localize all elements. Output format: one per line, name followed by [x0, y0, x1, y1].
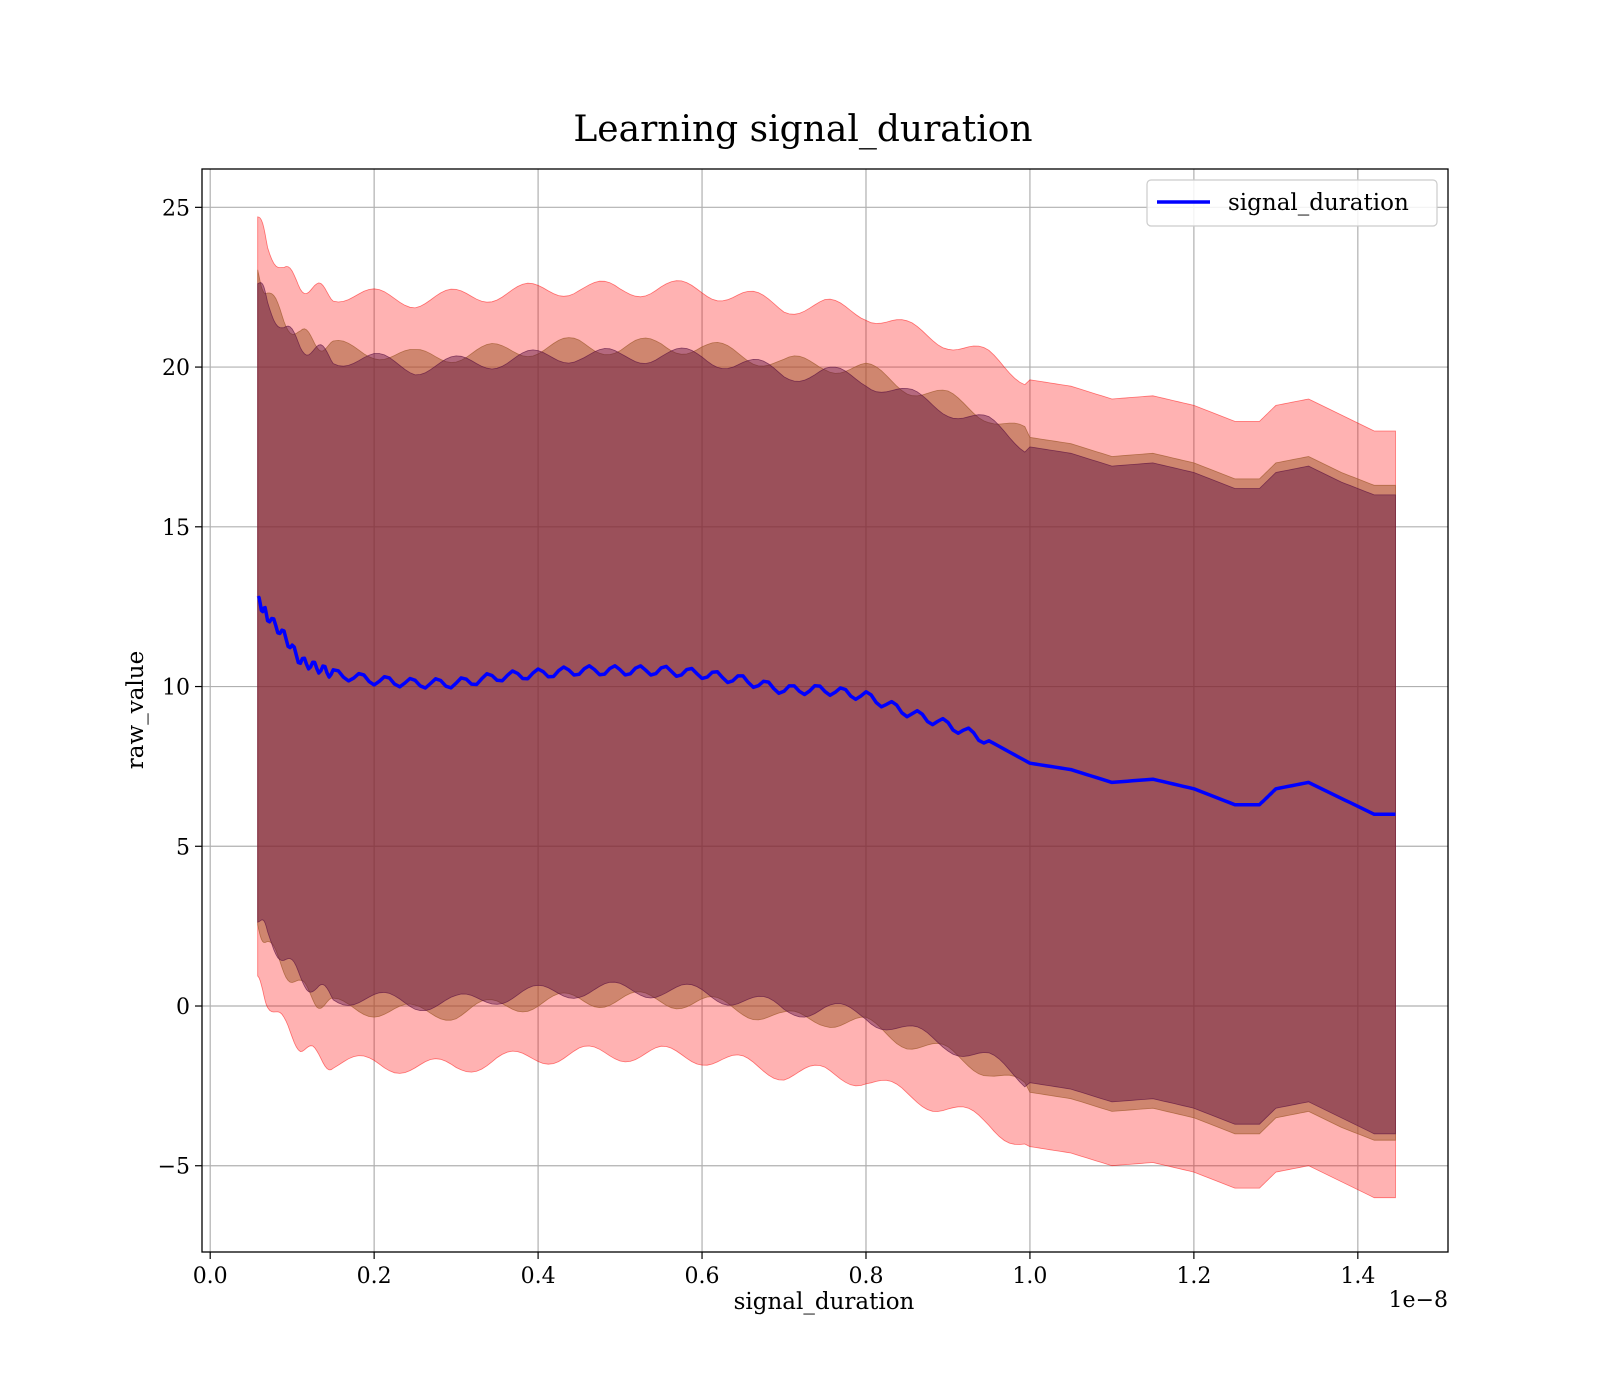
x-tick-label: 0.6: [685, 1264, 720, 1289]
y-axis-label: raw_value: [123, 651, 149, 769]
legend-label: signal_duration: [1228, 190, 1409, 216]
y-tick-label: 5: [176, 835, 190, 860]
x-tick-label: 1.4: [1340, 1264, 1375, 1289]
confidence-bands: [257, 216, 1396, 1199]
plot-frame: [201, 168, 1449, 1253]
x-axis-label: signal_duration: [734, 1289, 915, 1315]
x-axis-offset-label: 1e−8: [1389, 1288, 1448, 1313]
y-tick-label: 20: [162, 356, 190, 381]
x-tick-label: 0.0: [193, 1264, 228, 1289]
x-tick-label: 0.4: [521, 1264, 556, 1289]
legend-box: [1146, 179, 1438, 227]
y-tick-label: −5: [158, 1155, 190, 1180]
x-tick-label: 1.2: [1176, 1264, 1211, 1289]
series-line: [256, 595, 1396, 817]
confidence-band: [257, 269, 1396, 1141]
legend: signal_duration: [1146, 179, 1438, 227]
axis-ticks: 0.0 0.2 0.4 0.6 0.8 1.0 1.2 1.4 −5 0 5 10 15 20 25: [158, 196, 1376, 1289]
x-tick-label: 1.0: [1012, 1264, 1047, 1289]
chart-title: Learning signal_duration: [573, 109, 1032, 150]
y-tick-label: 15: [162, 516, 190, 541]
y-tick-label: 0: [176, 995, 190, 1020]
x-tick-label: 0.8: [848, 1264, 883, 1289]
series-lines: [256, 595, 1396, 817]
confidence-band: [257, 282, 1396, 1135]
x-tick-label: 0.2: [357, 1264, 392, 1289]
y-tick-label: 25: [162, 196, 190, 221]
y-tick-label: 10: [162, 676, 190, 701]
